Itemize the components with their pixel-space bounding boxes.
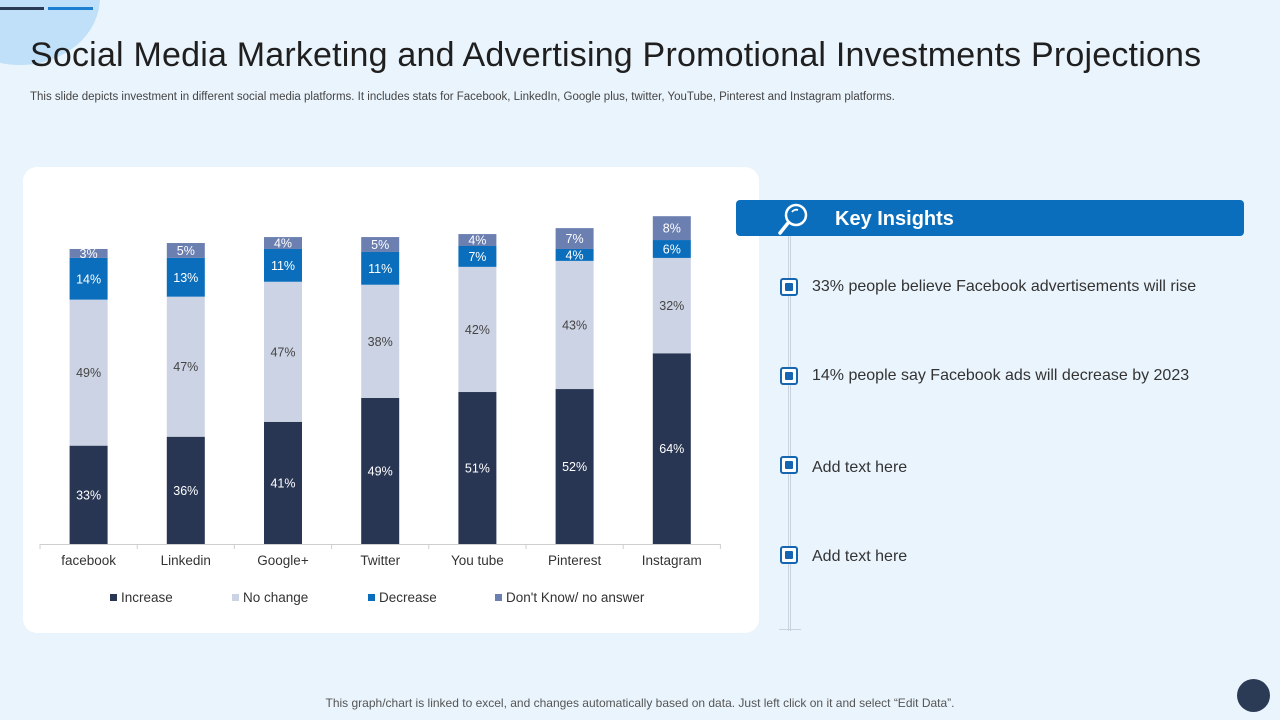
insight-item: 14% people say Facebook ads will decreas… [812,367,1190,384]
stacked-bar-chart[interactable]: 33% 49% 14% 3% facebook 36% 47% 13% 5% Linkedin 41… [23,167,759,633]
bar-segment[interactable] [166,243,205,258]
legend-swatch [368,594,375,601]
data-label: 7% [468,250,486,264]
data-label: 43% [562,318,587,332]
data-label: 4% [566,248,584,262]
bar-segment[interactable] [652,216,691,241]
bar-segment[interactable] [652,353,691,544]
bar-segment[interactable] [166,257,205,297]
legend-label: No change [243,590,309,605]
bar-segment[interactable] [69,445,108,544]
data-label: 4% [468,234,486,248]
legend-label: Don't Know/ no answer [506,590,645,605]
bar-segment[interactable] [361,284,400,398]
data-label: 6% [663,242,681,256]
bar-segment[interactable] [264,237,302,249]
navigation-dot[interactable] [1237,679,1270,712]
bar-segment[interactable] [458,266,497,393]
insight-marker-icon [780,278,798,296]
data-label: 11% [368,262,392,276]
key-insights-header: Key Insights [736,200,1244,236]
bar-segment[interactable] [69,257,108,300]
timeline-base [779,629,801,630]
data-label: 49% [368,464,393,478]
bar-segment[interactable] [555,228,594,249]
top-accent-line [0,7,44,10]
bar-segment[interactable] [166,296,205,437]
bar-segment[interactable] [361,251,400,285]
data-label: 4% [274,237,292,251]
legend-item[interactable]: No change [232,590,308,605]
bar-segment[interactable] [361,237,400,252]
bar-segment[interactable] [69,248,108,258]
legend-item[interactable]: Increase [110,590,173,605]
data-label: 41% [270,476,295,490]
legend-item[interactable]: Don't Know/ no answer [495,590,644,605]
data-label: 5% [177,244,195,258]
bar-segment[interactable] [555,389,594,544]
data-label: 42% [465,323,490,337]
magnifier-icon [778,203,808,235]
data-label: 3% [80,247,98,261]
timeline-line [788,236,791,631]
data-label: 5% [371,238,389,252]
slide-subtitle: This slide depicts investment in differe… [30,91,895,103]
data-label: 36% [173,484,198,498]
data-label: 13% [173,271,198,285]
slide-title: Social Media Marketing and Advertising P… [30,36,1202,74]
data-label: 11% [271,259,295,273]
insight-marker-icon [780,546,798,564]
bar-segment[interactable] [69,299,108,446]
bar-segment[interactable] [458,246,497,267]
bar-segment[interactable] [555,248,594,261]
legend-swatch [110,594,117,601]
data-label: 32% [659,299,684,313]
top-accent-line [48,7,93,10]
bar-segment[interactable] [458,234,497,246]
data-label: 8% [663,222,681,236]
x-tick-label: Google+ [257,553,309,568]
legend-item[interactable]: Decrease [368,590,437,605]
insight-item: Add text here [812,459,908,476]
x-tick-label: facebook [61,553,116,568]
data-label: 51% [465,462,490,476]
data-label: 14% [76,272,101,286]
data-label: 49% [76,366,101,380]
data-label: 33% [76,488,101,502]
insight-item: 33% people believe Facebook advertisemen… [812,278,1197,295]
x-tick-label: Twitter [360,553,400,568]
bar-segment[interactable] [166,436,205,544]
footnote: This graph/chart is linked to excel, and… [325,696,955,710]
data-label: 38% [368,335,393,349]
bar-segment[interactable] [264,248,302,282]
bar-segment[interactable] [264,281,302,422]
x-tick-label: Linkedin [161,553,211,568]
x-tick-label: Instagram [642,553,702,568]
insight-item: Add text here [812,548,908,565]
data-label: 64% [659,442,684,456]
bar-segment[interactable] [555,260,594,390]
bar-segment[interactable] [652,240,691,258]
legend-swatch [495,594,502,601]
legend-label: Decrease [379,590,437,605]
insight-marker-icon [780,456,798,474]
insight-marker-icon [780,367,798,385]
data-label: 52% [562,460,587,474]
data-label: 47% [173,360,198,374]
bar-segment[interactable] [458,392,497,544]
bar-segment[interactable] [361,397,400,544]
key-insights-title: Key Insights [835,208,954,230]
legend-swatch [232,594,239,601]
legend-label: Increase [121,590,173,605]
data-label: 7% [566,232,584,246]
chart-card[interactable]: 33% 49% 14% 3% facebook 36% 47% 13% 5% Linkedin 41… [23,167,759,633]
data-label: 47% [270,345,295,359]
x-tick-label: You tube [451,553,504,568]
bar-segment[interactable] [264,421,302,544]
x-tick-label: Pinterest [548,553,602,568]
bar-segment[interactable] [652,257,691,354]
